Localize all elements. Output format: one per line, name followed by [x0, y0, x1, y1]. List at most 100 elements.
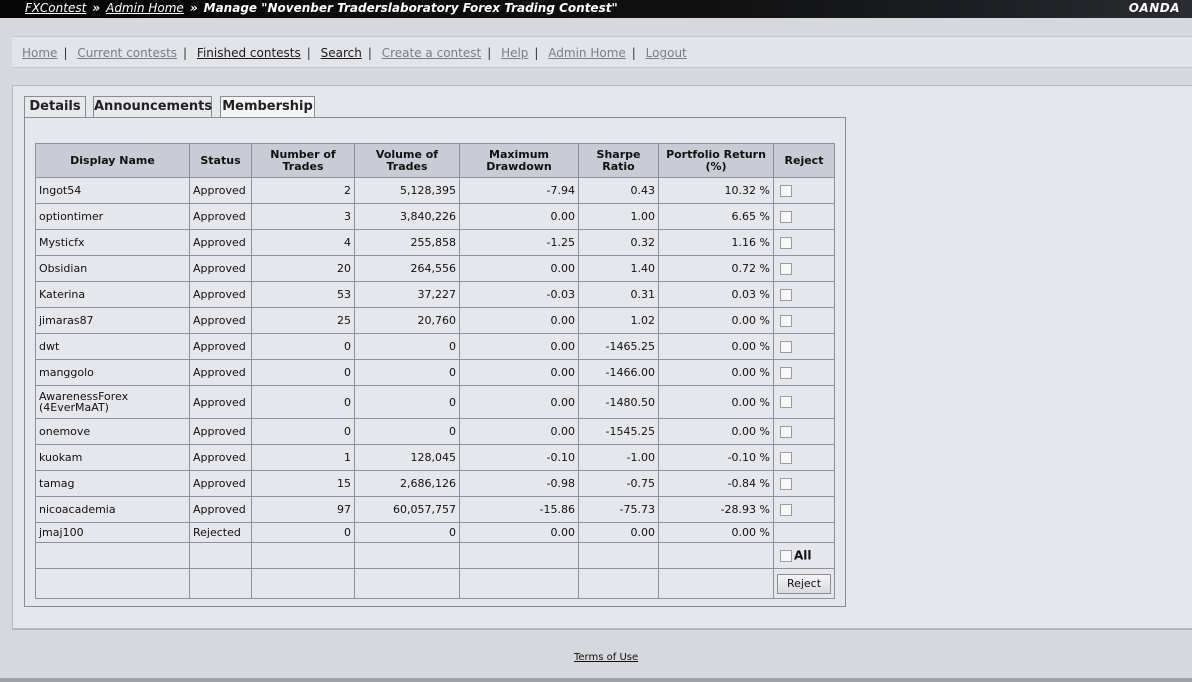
maximum-drawdown-cell: -7.94 [459, 177, 579, 204]
tab-details[interactable]: Details [24, 96, 86, 118]
reject-checkbox[interactable] [780, 288, 792, 301]
volume-of-trades-cell: 0 [354, 359, 460, 386]
select-all-label: All [794, 548, 812, 562]
reject-cell [773, 177, 835, 204]
display-name-cell: manggolo [35, 359, 190, 386]
portfolio-return-cell: 0.00 % [658, 385, 774, 419]
tab-announcements[interactable]: Announcements [93, 96, 212, 118]
number-of-trades-cell: 97 [251, 496, 355, 523]
sharpe-ratio-cell: 0.00 [578, 522, 659, 543]
reject-checkbox[interactable] [780, 236, 792, 249]
breadcrumb-fxcontest-link[interactable]: FXContest [25, 1, 87, 15]
portfolio-return-cell: -0.84 % [658, 470, 774, 497]
reject-checkbox[interactable] [780, 314, 792, 327]
table-row: nicoacademia Approved 97 60,057,757 -15.86 -7… [35, 496, 835, 523]
display-name-cell: AwarenessForex (4EverMaAT) [35, 385, 190, 419]
sharpe-ratio-cell: 1.00 [578, 203, 659, 230]
portfolio-return-cell: 0.00 % [658, 359, 774, 386]
select-all-checkbox[interactable] [780, 549, 792, 562]
maximum-drawdown-cell: -0.03 [459, 281, 579, 308]
reject-cell [773, 255, 835, 282]
volume-of-trades-cell: 2,686,126 [354, 470, 460, 497]
reject-checkbox[interactable] [780, 477, 792, 490]
sharpe-ratio-cell: 1.02 [578, 307, 659, 334]
sharpe-ratio-cell: -0.75 [578, 470, 659, 497]
table-row: jimaras87 Approved 25 20,760 0.00 1.02 0.00 % [35, 307, 835, 334]
nav-logout-link[interactable]: Logout [645, 46, 687, 60]
reject-cell [773, 307, 835, 334]
table-row: tamag Approved 15 2,686,126 -0.98 -0.75 -0.84 … [35, 470, 835, 497]
display-name-cell: Mysticfx [35, 229, 190, 256]
volume-of-trades-cell: 5,128,395 [354, 177, 460, 204]
header-reject: Reject [773, 143, 835, 178]
membership-table: Display Name Status Number of Trades Volu… [35, 143, 835, 599]
nav-create-contest-link[interactable]: Create a contest [381, 46, 482, 60]
table-row: Obsidian Approved 20 264,556 0.00 1.40 0.72 % [35, 255, 835, 282]
reject-button[interactable]: Reject [777, 573, 831, 594]
number-of-trades-cell: 1 [251, 444, 355, 471]
main-panel: Details Announcements Membership Display… [12, 85, 1192, 629]
volume-of-trades-cell: 0 [354, 418, 460, 445]
sharpe-ratio-cell: 1.40 [578, 255, 659, 282]
table-row: Katerina Approved 53 37,227 -0.03 0.31 0.03 % [35, 281, 835, 308]
table-select-all-row: All [35, 542, 835, 569]
display-name-cell: onemove [35, 418, 190, 445]
portfolio-return-cell: 0.03 % [658, 281, 774, 308]
header-status[interactable]: Status [189, 143, 252, 178]
nav-admin-home-link[interactable]: Admin Home [548, 46, 626, 60]
breadcrumb-current-page: Manage "Novenber Traderslaboratory Forex… [203, 1, 618, 15]
nav-finished-contests-link[interactable]: Finished contests [196, 46, 301, 60]
breadcrumb-admin-home-link[interactable]: Admin Home [106, 1, 184, 15]
status-cell: Approved [189, 470, 252, 497]
reject-cell [773, 203, 835, 230]
portfolio-return-cell: 0.00 % [658, 418, 774, 445]
table-row: AwarenessForex (4EverMaAT) Approved 0 0 0.00-… [35, 385, 835, 419]
portfolio-return-cell: 0.00 % [658, 522, 774, 543]
reject-checkbox[interactable] [780, 340, 792, 353]
header-sharpe-ratio[interactable]: Sharpe Ratio [578, 143, 659, 178]
volume-of-trades-cell: 0 [354, 333, 460, 360]
number-of-trades-cell: 15 [251, 470, 355, 497]
table-row: dwt Approved 0 0 0.00 -1465.25 0.00 % [35, 333, 835, 360]
portfolio-return-cell: 0.00 % [658, 307, 774, 334]
display-name-cell: nicoacademia [35, 496, 190, 523]
reject-checkbox[interactable] [780, 396, 792, 408]
terms-of-use-link[interactable]: Terms of Use [574, 652, 639, 663]
reject-checkbox[interactable] [780, 451, 792, 464]
sharpe-ratio-cell: -1480.50 [578, 385, 659, 419]
reject-checkbox[interactable] [780, 210, 792, 223]
nav-help-link[interactable]: Help [501, 46, 529, 60]
reject-checkbox[interactable] [780, 503, 792, 516]
number-of-trades-cell: 0 [251, 418, 355, 445]
sharpe-ratio-cell: 0.43 [578, 177, 659, 204]
reject-checkbox[interactable] [780, 366, 792, 379]
reject-checkbox[interactable] [780, 184, 792, 197]
maximum-drawdown-cell: 0.00 [459, 418, 579, 445]
reject-cell [773, 418, 835, 445]
nav-current-contests-link[interactable]: Current contests [77, 46, 178, 60]
portfolio-return-cell: 0.72 % [658, 255, 774, 282]
reject-checkbox[interactable] [780, 262, 792, 275]
status-cell: Approved [189, 359, 252, 386]
sharpe-ratio-cell: -1545.25 [578, 418, 659, 445]
header-number-of-trades[interactable]: Number of Trades [251, 143, 355, 178]
table-row: jmaj100 Rejected 0 0 0.00 0.00 0.00 % [35, 522, 835, 543]
table-row: onemove Approved 0 0 0.00 -1545.25 0.00 % [35, 418, 835, 445]
reject-cell [773, 444, 835, 471]
maximum-drawdown-cell: 0.00 [459, 203, 579, 230]
reject-checkbox[interactable] [780, 425, 792, 438]
header-display-name[interactable]: Display Name [35, 143, 190, 178]
status-cell: Approved [189, 229, 252, 256]
header-maximum-drawdown[interactable]: Maximum Drawdown [459, 143, 579, 178]
nav-home-link[interactable]: Home [22, 46, 58, 60]
number-of-trades-cell: 53 [251, 281, 355, 308]
breadcrumb-separator: » [189, 1, 198, 15]
status-cell: Rejected [189, 522, 252, 543]
reject-cell [773, 496, 835, 523]
number-of-trades-cell: 3 [251, 203, 355, 230]
header-volume-of-trades[interactable]: Volume of Trades [354, 143, 460, 178]
display-name-cell: Katerina [35, 281, 190, 308]
nav-search-link[interactable]: Search [320, 46, 362, 60]
tab-membership[interactable]: Membership [220, 96, 315, 119]
header-portfolio-return[interactable]: Portfolio Return (%) [658, 143, 774, 178]
